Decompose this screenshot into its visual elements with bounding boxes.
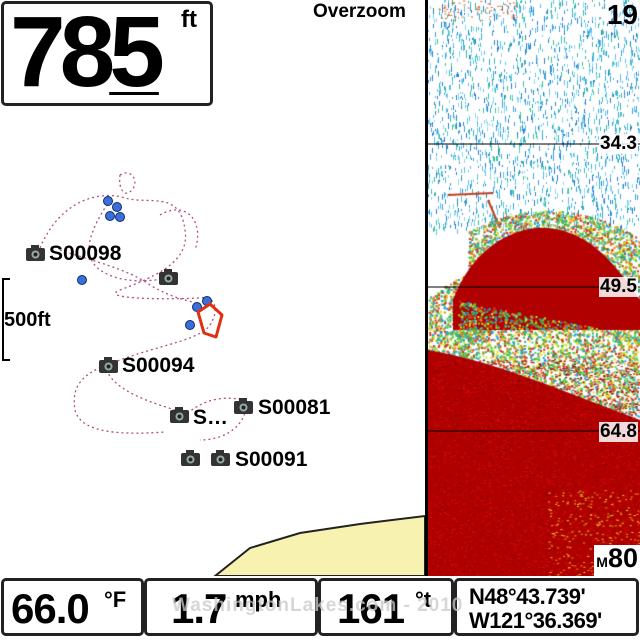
sonar-depth-mark: 34.3 xyxy=(599,133,638,154)
status-bar: 66.0 °F 1.7 mph 161 °t N48°43.739' W121°… xyxy=(0,576,640,640)
waypoint-label[interactable]: S00081 xyxy=(258,396,331,419)
shoreline xyxy=(213,514,425,576)
track-lines xyxy=(39,172,247,441)
sonar-range: M80 xyxy=(594,545,640,576)
depth-unit: ft xyxy=(181,6,197,33)
sonar-top-value: 19 xyxy=(606,0,638,30)
waypoint-label[interactable]: S00098 xyxy=(49,242,122,265)
camera-icon xyxy=(234,398,253,414)
camera-icon xyxy=(159,269,178,285)
map-scale-label: 500ft xyxy=(4,309,51,331)
heading-box: 161 °t xyxy=(318,578,454,636)
waypoint-label[interactable]: S00091 xyxy=(235,448,308,471)
camera-icon xyxy=(170,407,189,423)
water-temp-unit: °F xyxy=(104,587,127,612)
camera-icon xyxy=(181,450,200,466)
depth-readout: 785 ft xyxy=(1,0,213,108)
heading-value: 161 xyxy=(337,585,405,632)
sonar-depth-mark: 64.8 xyxy=(599,421,638,442)
longitude: W121°36.369' xyxy=(469,608,602,633)
water-temp-box: 66.0 °F xyxy=(1,578,144,636)
map-canvas[interactable] xyxy=(0,0,425,576)
sonar-depth-mark: 49.5 xyxy=(599,276,638,297)
scale-bracket xyxy=(2,278,10,361)
depth-value: 785 xyxy=(10,0,165,108)
sonar-pane[interactable]: 19 34.3 49.5 64.8 M80 xyxy=(425,0,640,576)
chart-map-pane[interactable]: 785 ft Overzoom 500ft S00098 S00094 S… S… xyxy=(0,0,425,576)
camera-icon xyxy=(26,245,45,261)
waypoint-dots xyxy=(77,196,212,330)
position-box: N48°43.739' W121°36.369' xyxy=(454,578,639,636)
speed-box: 1.7 mph xyxy=(144,578,318,636)
speed-unit: mph xyxy=(235,587,282,612)
latitude: N48°43.739' xyxy=(469,584,586,609)
camera-icon xyxy=(211,450,230,466)
speed-value: 1.7 xyxy=(171,585,227,632)
waypoint-label[interactable]: S00094 xyxy=(122,354,195,377)
waypoint-label[interactable]: S… xyxy=(193,406,229,429)
camera-icon xyxy=(99,357,118,373)
camera-icons xyxy=(26,245,253,466)
boat-icon xyxy=(196,302,224,339)
water-temp-value: 66.0 xyxy=(11,585,90,632)
heading-unit: °t xyxy=(415,587,432,612)
overzoom-label: Overzoom xyxy=(313,1,406,22)
